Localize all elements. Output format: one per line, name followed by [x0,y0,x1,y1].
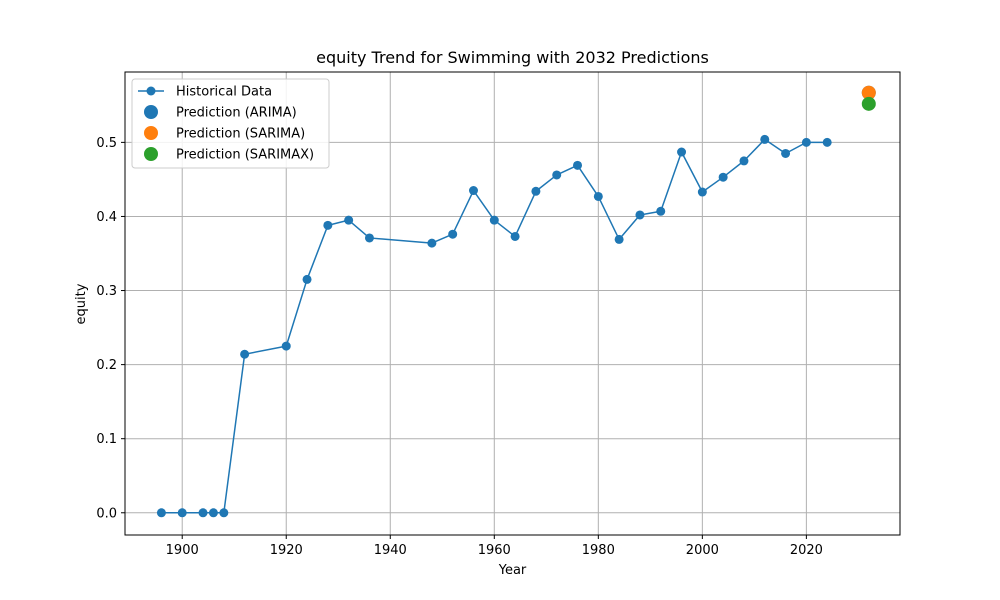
x-tick-label: 1960 [478,543,511,558]
historical-data-point [781,148,791,158]
y-tick-label: 0.5 [96,136,117,151]
historical-data-point [208,508,218,518]
historical-data-point [739,156,749,166]
y-tick-label: 0.2 [96,358,117,373]
historical-data-point [614,234,624,244]
historical-data-point [510,231,520,241]
legend-label: Historical Data [176,85,272,100]
historical-data-point [656,206,666,216]
historical-data-point [489,215,499,225]
historical-data-point [281,341,291,351]
prediction-point-prediction-sarimax [861,96,876,111]
historical-data-point [718,172,728,182]
historical-data-point [593,191,603,201]
legend-frame [131,78,330,169]
x-tick-label: 2000 [686,543,719,558]
x-tick-label: 1900 [166,543,199,558]
plot-series [156,85,876,518]
historical-data-point [323,220,333,230]
x-tick-label: 2020 [790,543,823,558]
x-tick-label: 1980 [582,543,615,558]
chart-title: equity Trend for Swimming with 2032 Pred… [316,48,709,67]
historical-data-point [468,186,478,196]
historical-data-point [677,147,687,157]
historical-data-point [219,508,229,518]
y-tick-label: 0.0 [96,506,117,521]
legend-label: Prediction (SARIMAX) [176,148,314,163]
grid [125,72,900,535]
y-tick-label: 0.3 [96,284,117,299]
legend-label: Prediction (ARIMA) [176,106,297,121]
legend-label: Prediction (SARIMA) [176,127,305,142]
historical-data-point [760,134,770,144]
historical-data-point [573,160,583,170]
legend-marker-swatch [144,105,158,119]
historical-data-point [697,187,707,197]
historical-data-point [302,274,312,284]
historical-data-point [177,508,187,518]
historical-data-point [822,137,832,147]
legend: Historical Data Prediction (ARIMA) Predict… [131,78,330,169]
x-axis-title: Year [498,563,527,578]
axis-ticks: 1900 1920 1940 1960 1980 2000 2020 0.0 0.1 0.2 0.3… [96,136,823,558]
prediction-point-prediction-sarima [861,85,876,100]
plot-frame [124,71,901,536]
historical-data-point [240,349,250,359]
historical-data-point [635,210,645,220]
historical-data-point [427,238,437,248]
historical-data-point [552,170,562,180]
x-tick-label: 1940 [374,543,407,558]
historical-data-point [198,508,208,518]
y-tick-label: 0.4 [96,210,117,225]
legend-marker-swatch [144,147,158,161]
historical-data-point [344,215,354,225]
historical-data-point [364,233,374,243]
historical-data-point [448,229,458,239]
x-tick-label: 1920 [270,543,303,558]
y-tick-label: 0.1 [96,432,117,447]
legend-marker-swatch [146,86,156,96]
legend-marker-swatch [144,126,158,140]
historical-data-point [801,137,811,147]
y-axis-title: equity [74,283,89,324]
historical-data-point [531,186,541,196]
historical-data-point [156,508,166,518]
